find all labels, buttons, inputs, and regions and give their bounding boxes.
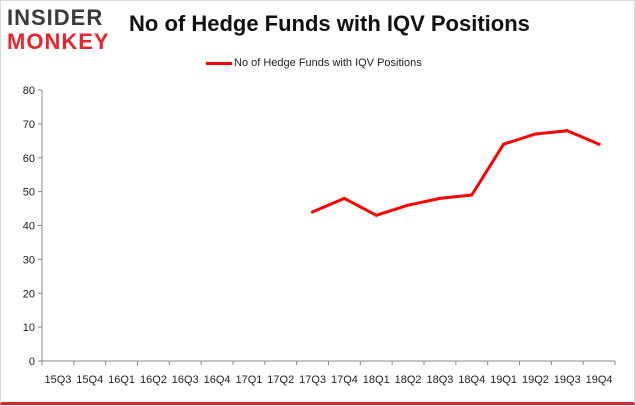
x-tick-label: 15Q3: [44, 374, 71, 386]
chart-title: No of Hedge Funds with IQV Positions: [129, 11, 530, 36]
data-point: [470, 193, 474, 197]
x-tick-label: 16Q1: [108, 374, 135, 386]
y-tick-label: 60: [23, 153, 35, 165]
y-tick-label: 40: [23, 221, 35, 233]
y-tick-label: 30: [23, 254, 35, 266]
data-point: [342, 196, 346, 200]
data-point: [502, 142, 506, 146]
data-point: [533, 132, 537, 136]
x-tick-label: 17Q4: [331, 374, 358, 386]
x-tick-label: 17Q2: [267, 374, 294, 386]
data-point: [438, 196, 442, 200]
data-point: [374, 213, 378, 217]
x-tick-label: 18Q2: [395, 374, 422, 386]
logo-line2: MONKEY: [7, 29, 110, 54]
data-point: [311, 210, 315, 214]
y-tick-label: 80: [23, 85, 35, 97]
x-tick-label: 16Q3: [172, 374, 199, 386]
x-tick-label: 19Q2: [522, 374, 549, 386]
x-tick-label: 17Q3: [299, 374, 326, 386]
x-tick-label: 18Q4: [458, 374, 485, 386]
chart-legend: No of Hedge Funds with IQV Positions: [206, 56, 422, 70]
y-tick-label: 50: [23, 187, 35, 199]
data-point: [565, 129, 569, 133]
x-tick-label: 16Q2: [140, 374, 167, 386]
y-tick-label: 20: [23, 288, 35, 300]
insider-monkey-logo: INSIDER MONKEY: [7, 5, 117, 55]
legend-label: No of Hedge Funds with IQV Positions: [234, 57, 422, 69]
x-tick-label: 19Q1: [490, 374, 517, 386]
x-tick-label: 19Q3: [554, 374, 581, 386]
y-tick-label: 0: [29, 356, 35, 368]
x-tick-label: 17Q1: [235, 374, 262, 386]
logo-line1: INSIDER: [7, 5, 104, 30]
y-tick-label: 10: [23, 322, 35, 334]
y-tick-label: 70: [23, 119, 35, 131]
x-tick-label: 18Q1: [363, 374, 390, 386]
x-tick-label: 15Q4: [76, 374, 103, 386]
legend-swatch: [206, 61, 232, 65]
series-line: [311, 129, 601, 217]
x-tick-label: 19Q4: [586, 374, 613, 386]
x-tick-label: 16Q4: [204, 374, 231, 386]
data-point: [597, 142, 601, 146]
data-point: [406, 203, 410, 207]
x-tick-label: 18Q3: [426, 374, 453, 386]
